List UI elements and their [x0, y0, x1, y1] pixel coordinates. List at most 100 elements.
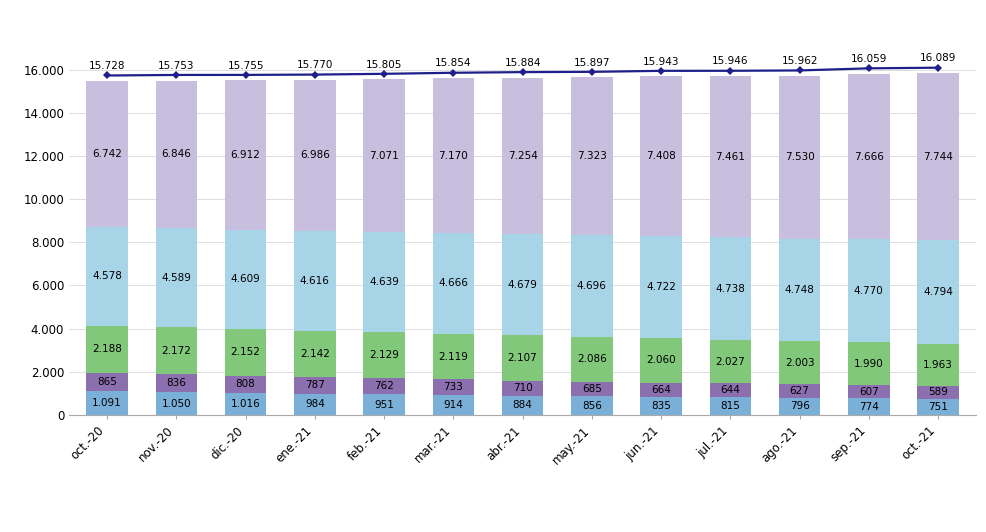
Text: 589: 589 [928, 387, 948, 397]
Bar [502, 396, 543, 415]
Text: 835: 835 [651, 401, 671, 411]
Text: 836: 836 [167, 378, 186, 388]
Text: 15.884: 15.884 [504, 58, 541, 68]
Bar [917, 73, 958, 240]
Text: 6.986: 6.986 [300, 151, 329, 161]
Text: 7.071: 7.071 [369, 151, 399, 161]
Text: 2.027: 2.027 [716, 356, 745, 367]
Text: 15.805: 15.805 [366, 60, 402, 70]
Bar [571, 235, 612, 337]
Text: 4.696: 4.696 [577, 281, 606, 291]
Bar [433, 395, 474, 415]
Bar [363, 79, 405, 232]
Bar [225, 230, 266, 329]
Text: 7.254: 7.254 [508, 151, 537, 161]
Text: 4.794: 4.794 [923, 287, 953, 297]
Bar [156, 327, 197, 374]
Legend: DSL Movistar, DSL otros, HFC, FTTH Movistar, FTTH otros, Total: DSL Movistar, DSL otros, HFC, FTTH Movis… [241, 530, 805, 532]
Text: 1.990: 1.990 [854, 359, 883, 369]
Bar [848, 239, 889, 342]
Bar [917, 399, 958, 415]
Bar [87, 326, 128, 373]
Bar [640, 76, 682, 236]
Bar [917, 386, 958, 399]
Text: 751: 751 [928, 402, 948, 412]
Bar [779, 398, 820, 415]
Text: 7.744: 7.744 [923, 152, 953, 162]
Bar [363, 378, 405, 394]
Bar [640, 383, 682, 397]
Bar [571, 77, 612, 235]
Bar [225, 376, 266, 393]
Bar [710, 77, 751, 237]
Text: 1.050: 1.050 [162, 398, 191, 409]
Bar [710, 340, 751, 384]
Text: 15.755: 15.755 [228, 61, 264, 71]
Text: 627: 627 [790, 386, 810, 396]
Text: 4.770: 4.770 [854, 286, 883, 296]
Bar [363, 332, 405, 378]
Text: 4.722: 4.722 [646, 282, 676, 292]
Bar [225, 80, 266, 230]
Text: 16.059: 16.059 [851, 54, 887, 64]
Text: 2.086: 2.086 [577, 354, 606, 364]
Bar [294, 330, 335, 377]
Text: 4.578: 4.578 [92, 271, 122, 281]
Text: 1.016: 1.016 [231, 399, 260, 409]
Text: 2.107: 2.107 [508, 353, 537, 363]
Bar [294, 394, 335, 415]
Bar [87, 81, 128, 227]
Text: 787: 787 [305, 380, 324, 390]
Text: 1.091: 1.091 [93, 398, 122, 408]
Bar [433, 334, 474, 379]
Text: 808: 808 [236, 379, 255, 389]
Text: 15.770: 15.770 [297, 60, 333, 70]
Text: 15.962: 15.962 [781, 56, 817, 66]
Text: 4.679: 4.679 [508, 280, 537, 289]
Text: 984: 984 [305, 400, 324, 409]
Text: 2.188: 2.188 [92, 344, 122, 354]
Text: 2.119: 2.119 [439, 352, 468, 362]
Bar [433, 78, 474, 233]
Text: 7.461: 7.461 [716, 152, 745, 162]
Text: 15.943: 15.943 [643, 56, 679, 66]
Bar [156, 228, 197, 327]
Bar [502, 78, 543, 234]
Bar [502, 335, 543, 380]
Text: 6.742: 6.742 [92, 149, 122, 159]
Text: 4.589: 4.589 [162, 273, 191, 283]
Bar [779, 341, 820, 384]
Text: 2.142: 2.142 [300, 348, 329, 359]
Text: 865: 865 [98, 377, 117, 387]
Text: 7.323: 7.323 [577, 151, 606, 161]
Text: 914: 914 [444, 400, 463, 410]
Bar [363, 232, 405, 332]
Text: 2.152: 2.152 [231, 347, 260, 358]
Text: 7.408: 7.408 [646, 151, 676, 161]
Bar [363, 394, 405, 415]
Text: 685: 685 [582, 384, 601, 394]
Text: 7.666: 7.666 [854, 152, 883, 162]
Text: 15.854: 15.854 [435, 59, 471, 69]
Text: 884: 884 [513, 401, 532, 410]
Bar [156, 374, 197, 392]
Text: 6.912: 6.912 [231, 150, 260, 160]
Text: 4.748: 4.748 [785, 285, 814, 295]
Text: 2.060: 2.060 [646, 355, 675, 365]
Bar [502, 234, 543, 335]
Bar [294, 80, 335, 231]
Text: 15.946: 15.946 [712, 56, 748, 66]
Text: 16.089: 16.089 [920, 53, 956, 63]
Text: 815: 815 [721, 401, 740, 411]
Text: 7.530: 7.530 [785, 152, 814, 162]
Bar [848, 74, 889, 239]
Bar [779, 76, 820, 238]
Bar [87, 373, 128, 392]
Text: 607: 607 [859, 387, 879, 397]
Text: 762: 762 [374, 381, 394, 391]
Text: 856: 856 [582, 401, 601, 411]
Text: 4.738: 4.738 [716, 284, 745, 294]
Bar [848, 385, 889, 398]
Bar [87, 227, 128, 326]
Text: 710: 710 [513, 383, 532, 393]
